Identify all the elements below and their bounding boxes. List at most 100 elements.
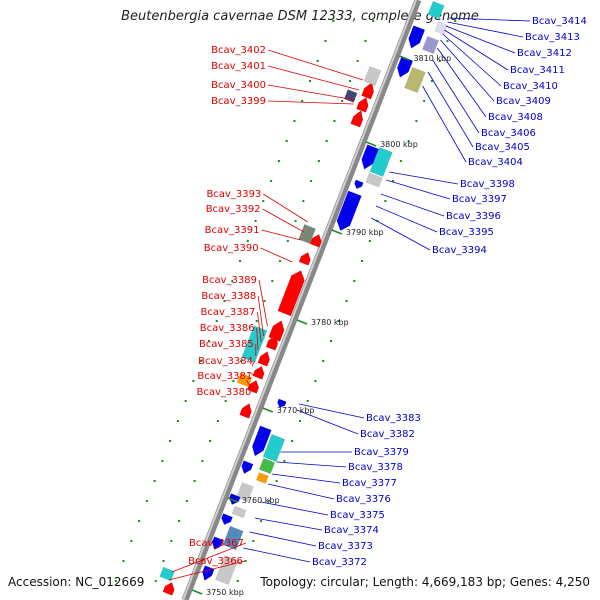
pseudogene-box xyxy=(363,66,382,86)
right-gene-label[interactable]: Bcav_3376 xyxy=(336,494,391,505)
right-gene-label[interactable]: Bcav_3383 xyxy=(366,413,421,424)
rna-box xyxy=(241,325,268,363)
left-guide-dots xyxy=(239,260,242,262)
gene-arrow-forward xyxy=(350,110,364,128)
right-label-leader xyxy=(271,473,341,484)
left-guide-dots xyxy=(153,480,156,482)
right-gene-label[interactable]: Bcav_3408 xyxy=(488,112,543,123)
right-gene-label[interactable]: Bcav_3409 xyxy=(496,96,551,107)
gene-arrow-reverse xyxy=(211,536,224,550)
gene-arrow-reverse xyxy=(408,25,426,49)
left-gene-label[interactable]: Bcav_3366 xyxy=(188,556,243,567)
left-gene-label[interactable]: Bcav_3390 xyxy=(204,243,259,254)
left-gene-label[interactable]: Bcav_3401 xyxy=(211,61,266,72)
left-gene-label[interactable]: Bcav_3367 xyxy=(189,538,244,549)
right-guide-dots xyxy=(430,80,433,82)
left-gene-label[interactable]: Bcav_3381 xyxy=(197,371,252,382)
left-label-leader xyxy=(257,295,264,337)
orange-box xyxy=(255,472,269,484)
right-gene-label[interactable]: Bcav_3372 xyxy=(312,557,367,568)
topology-summary: Topology: circular; Length: 4,669,183 bp… xyxy=(260,575,590,589)
right-guide-dots xyxy=(392,180,395,182)
right-gene-label[interactable]: Bcav_3394 xyxy=(432,245,487,256)
left-guide-dots xyxy=(223,300,226,302)
right-label-leader xyxy=(432,59,480,134)
left-gene-label[interactable]: Bcav_3389 xyxy=(202,275,257,286)
left-label-leader xyxy=(171,542,246,573)
right-guide-dots xyxy=(454,20,457,22)
right-guide-dots xyxy=(361,260,364,262)
right-gene-label[interactable]: Bcav_3398 xyxy=(460,179,515,190)
rna-box xyxy=(262,433,286,463)
right-gene-label[interactable]: Bcav_3413 xyxy=(525,32,580,43)
right-gene-label[interactable]: Bcav_3397 xyxy=(452,194,507,205)
accession-text: Accession: NC_012669 xyxy=(8,575,145,589)
inner-left-guide-dots xyxy=(216,420,219,422)
right-gene-label[interactable]: Bcav_3395 xyxy=(439,227,494,238)
kbp-tick-label: 3760 kbp xyxy=(242,496,280,505)
right-gene-label[interactable]: Bcav_3411 xyxy=(510,65,565,76)
left-gene-label[interactable]: Bcav_3393 xyxy=(206,189,261,200)
right-gene-label[interactable]: Bcav_3396 xyxy=(446,211,501,222)
gene-arrow-forward xyxy=(309,234,322,248)
left-guide-dots xyxy=(114,580,117,582)
kbp-tick-label: 3780 kbp xyxy=(311,318,349,327)
left-guide-dots xyxy=(270,180,273,182)
rna-box xyxy=(427,0,445,20)
inner-left-guide-dots xyxy=(333,120,336,122)
right-gene-label[interactable]: Bcav_3406 xyxy=(481,128,536,139)
gene-box xyxy=(434,21,448,35)
right-label-leader xyxy=(276,461,347,468)
right-guide-dots xyxy=(438,60,441,62)
left-gene-label[interactable]: Bcav_3402 xyxy=(211,45,266,56)
kbp-tick-mark xyxy=(331,229,343,235)
right-gene-label[interactable]: Bcav_3382 xyxy=(360,429,415,440)
right-gene-label[interactable]: Bcav_3379 xyxy=(354,447,409,458)
right-gene-label[interactable]: Bcav_3373 xyxy=(318,541,373,552)
left-guide-dots xyxy=(215,320,218,322)
right-label-leader xyxy=(267,483,335,500)
left-gene-label[interactable]: Bcav_3384 xyxy=(198,356,253,367)
left-guide-dots xyxy=(324,40,327,42)
right-gene-label[interactable]: Bcav_3412 xyxy=(517,48,572,59)
right-label-leader xyxy=(375,205,438,233)
steel-box xyxy=(222,525,244,551)
inner-left-guide-dots xyxy=(372,20,375,22)
inner-left-guide-dots xyxy=(317,160,320,162)
left-gene-label[interactable]: Bcav_3380 xyxy=(197,387,252,398)
left-gene-label[interactable]: Bcav_3391 xyxy=(205,225,260,236)
left-gene-label[interactable]: Bcav_3386 xyxy=(200,323,255,334)
right-gene-label[interactable]: Bcav_3374 xyxy=(324,525,379,536)
right-gene-label[interactable]: Bcav_3378 xyxy=(348,462,403,473)
right-gene-label[interactable]: Bcav_3375 xyxy=(330,510,385,521)
left-gene-label[interactable]: Bcav_3388 xyxy=(201,291,256,302)
left-label-leader xyxy=(251,360,256,367)
pseudogene-box xyxy=(236,482,254,502)
right-gene-label[interactable]: Bcav_3405 xyxy=(475,142,530,153)
right-gene-label[interactable]: Bcav_3377 xyxy=(342,478,397,489)
inner-left-guide-dots xyxy=(255,320,258,322)
left-gene-label[interactable]: Bcav_3387 xyxy=(201,307,256,318)
left-gene-label[interactable]: Bcav_3385 xyxy=(199,339,254,350)
left-label-leader xyxy=(260,247,293,263)
left-gene-label[interactable]: Bcav_3392 xyxy=(206,204,261,215)
left-guide-dots xyxy=(301,100,304,102)
kbp-tick-label: 3810 kbp xyxy=(413,54,451,63)
right-guide-dots xyxy=(275,480,278,482)
left-label-leader xyxy=(267,100,354,105)
right-gene-label[interactable]: Bcav_3404 xyxy=(468,157,523,168)
left-gene-label[interactable]: Bcav_3399 xyxy=(211,96,266,107)
right-gene-label[interactable]: Bcav_3414 xyxy=(532,16,587,27)
inner-left-guide-dots xyxy=(271,280,274,282)
inner-left-guide-dots xyxy=(364,40,367,42)
left-guide-dots xyxy=(231,280,234,282)
kbp-tick-mark xyxy=(191,589,203,595)
right-gene-label[interactable]: Bcav_3410 xyxy=(503,81,558,92)
left-gene-label[interactable]: Bcav_3400 xyxy=(211,80,266,91)
left-guide-dots xyxy=(138,520,141,522)
gene-arrow-forward xyxy=(298,252,311,266)
gene-box xyxy=(422,35,439,55)
left-guide-dots xyxy=(246,240,249,242)
left-label-leader xyxy=(249,371,255,377)
right-label-leader xyxy=(380,193,445,217)
